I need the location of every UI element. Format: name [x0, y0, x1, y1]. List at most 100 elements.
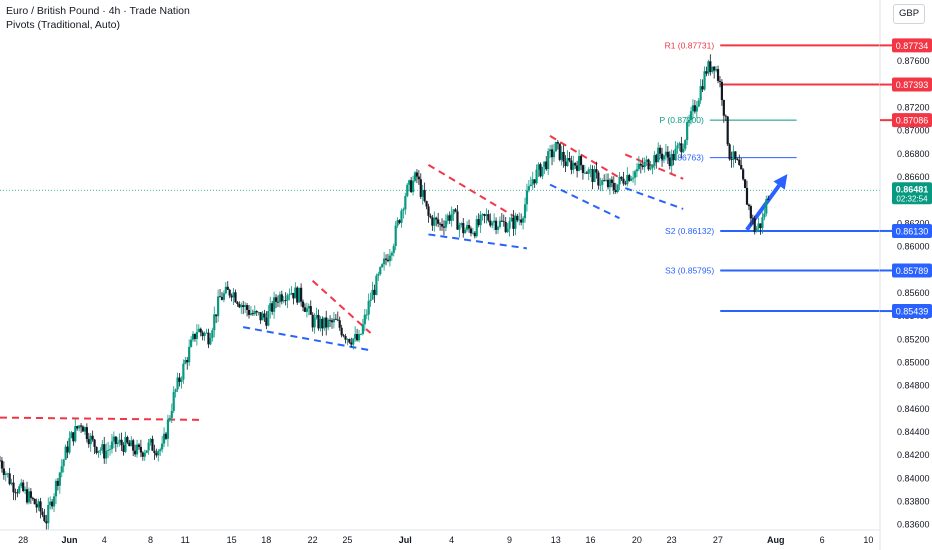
- candle-body: [245, 305, 249, 310]
- candle-body: [114, 436, 117, 445]
- x-tick-label: Aug: [767, 535, 785, 545]
- candle-body: [715, 69, 718, 71]
- candle-body: [217, 296, 220, 317]
- trend-line[interactable]: [549, 183, 620, 220]
- candle-body: [336, 319, 339, 321]
- candle-body: [628, 175, 631, 181]
- candle-body: [367, 300, 370, 315]
- y-tick-label: 0.86600: [897, 172, 930, 182]
- candle-body: [574, 162, 577, 166]
- candle-body: [635, 169, 639, 172]
- candle-body: [83, 427, 87, 432]
- candle-body: [672, 154, 675, 161]
- pivot-label-s3: S3 (0.85795): [665, 265, 714, 275]
- candle-body: [456, 211, 459, 230]
- candle-body: [215, 314, 218, 317]
- candle-body: [16, 492, 19, 494]
- candle-body: [552, 151, 556, 158]
- candle-body: [743, 179, 747, 188]
- y-tick-label: 0.85200: [897, 334, 930, 344]
- candle-body: [130, 440, 133, 447]
- candle-body: [375, 275, 378, 295]
- x-tick-label: 11: [181, 535, 190, 545]
- candle-body: [510, 217, 513, 222]
- candle-body: [616, 184, 619, 192]
- candle-body: [274, 297, 278, 302]
- candle-body: [116, 442, 119, 445]
- candle-body: [186, 360, 189, 363]
- candle-body: [132, 440, 135, 451]
- candle-body: [51, 501, 54, 507]
- x-tick-label: 4: [102, 535, 107, 545]
- candle-body: [76, 426, 79, 429]
- candle-body: [321, 318, 324, 329]
- trend-line[interactable]: [624, 153, 684, 180]
- candle-body: [624, 183, 627, 185]
- candle-body: [595, 169, 598, 173]
- trend-line[interactable]: [242, 326, 371, 352]
- candle-body: [224, 286, 227, 294]
- candle-body: [222, 293, 226, 300]
- price-tag-text: 0.87086: [896, 116, 929, 126]
- trend-line[interactable]: [428, 233, 527, 250]
- candle-body: [323, 317, 326, 329]
- candle-body: [383, 258, 386, 265]
- price-tag-text: 0.85789: [896, 266, 929, 276]
- candle-body: [193, 333, 197, 339]
- candle-body: [709, 61, 712, 73]
- candle-body: [373, 289, 376, 295]
- candle-body: [745, 187, 749, 205]
- candle-body: [199, 328, 202, 333]
- candle-body: [518, 219, 521, 221]
- candle-body: [294, 287, 297, 299]
- trend-line[interactable]: [311, 280, 372, 334]
- candle-body: [311, 314, 314, 328]
- candle-body: [66, 446, 69, 453]
- candle-body: [249, 313, 253, 315]
- candle-body: [267, 311, 270, 326]
- candle-body: [288, 294, 291, 296]
- candle-body: [269, 303, 272, 312]
- trend-line[interactable]: [624, 187, 684, 210]
- y-tick-label: 0.84200: [897, 450, 930, 460]
- candle-body: [411, 180, 415, 193]
- candle-body: [139, 446, 143, 453]
- candle-body: [213, 314, 216, 331]
- candle-body: [701, 86, 704, 90]
- candle-body: [74, 426, 77, 442]
- trend-line[interactable]: [427, 164, 516, 218]
- candle-body: [450, 214, 453, 221]
- y-tick-label: 0.85000: [897, 357, 930, 367]
- candle-body: [541, 166, 544, 177]
- candle-body: [97, 450, 100, 453]
- candle-body: [651, 165, 654, 169]
- candle-body: [6, 473, 9, 475]
- currency-button[interactable]: GBP: [893, 4, 925, 24]
- candle-body: [191, 333, 195, 340]
- candle-body: [728, 144, 731, 160]
- chart-title[interactable]: Euro / British Pound · 4h · Trade Nation: [6, 5, 190, 17]
- candle-body: [236, 302, 239, 305]
- candle-body: [303, 307, 307, 312]
- candle-body: [466, 225, 469, 230]
- candle-body: [72, 432, 75, 442]
- y-tick-label: 0.84000: [897, 473, 930, 483]
- candle-body: [676, 145, 679, 149]
- x-tick-label: 20: [632, 535, 642, 545]
- candle-body: [226, 286, 229, 290]
- indicator-label[interactable]: Pivots (Traditional, Auto): [6, 19, 120, 31]
- forecast-arrow-head[interactable]: [773, 174, 788, 190]
- candle-body: [601, 180, 604, 185]
- candle-body: [682, 148, 685, 153]
- candle-body: [89, 435, 92, 445]
- candle-body: [70, 432, 73, 439]
- forecast-arrow-shaft[interactable]: [745, 184, 781, 231]
- candle-body: [392, 246, 395, 253]
- trend-line[interactable]: [549, 135, 620, 179]
- candle-body: [137, 444, 141, 447]
- candle-body: [162, 433, 166, 444]
- candle-body: [564, 161, 567, 167]
- candle-body: [301, 301, 305, 308]
- x-tick-label: 10: [863, 535, 873, 545]
